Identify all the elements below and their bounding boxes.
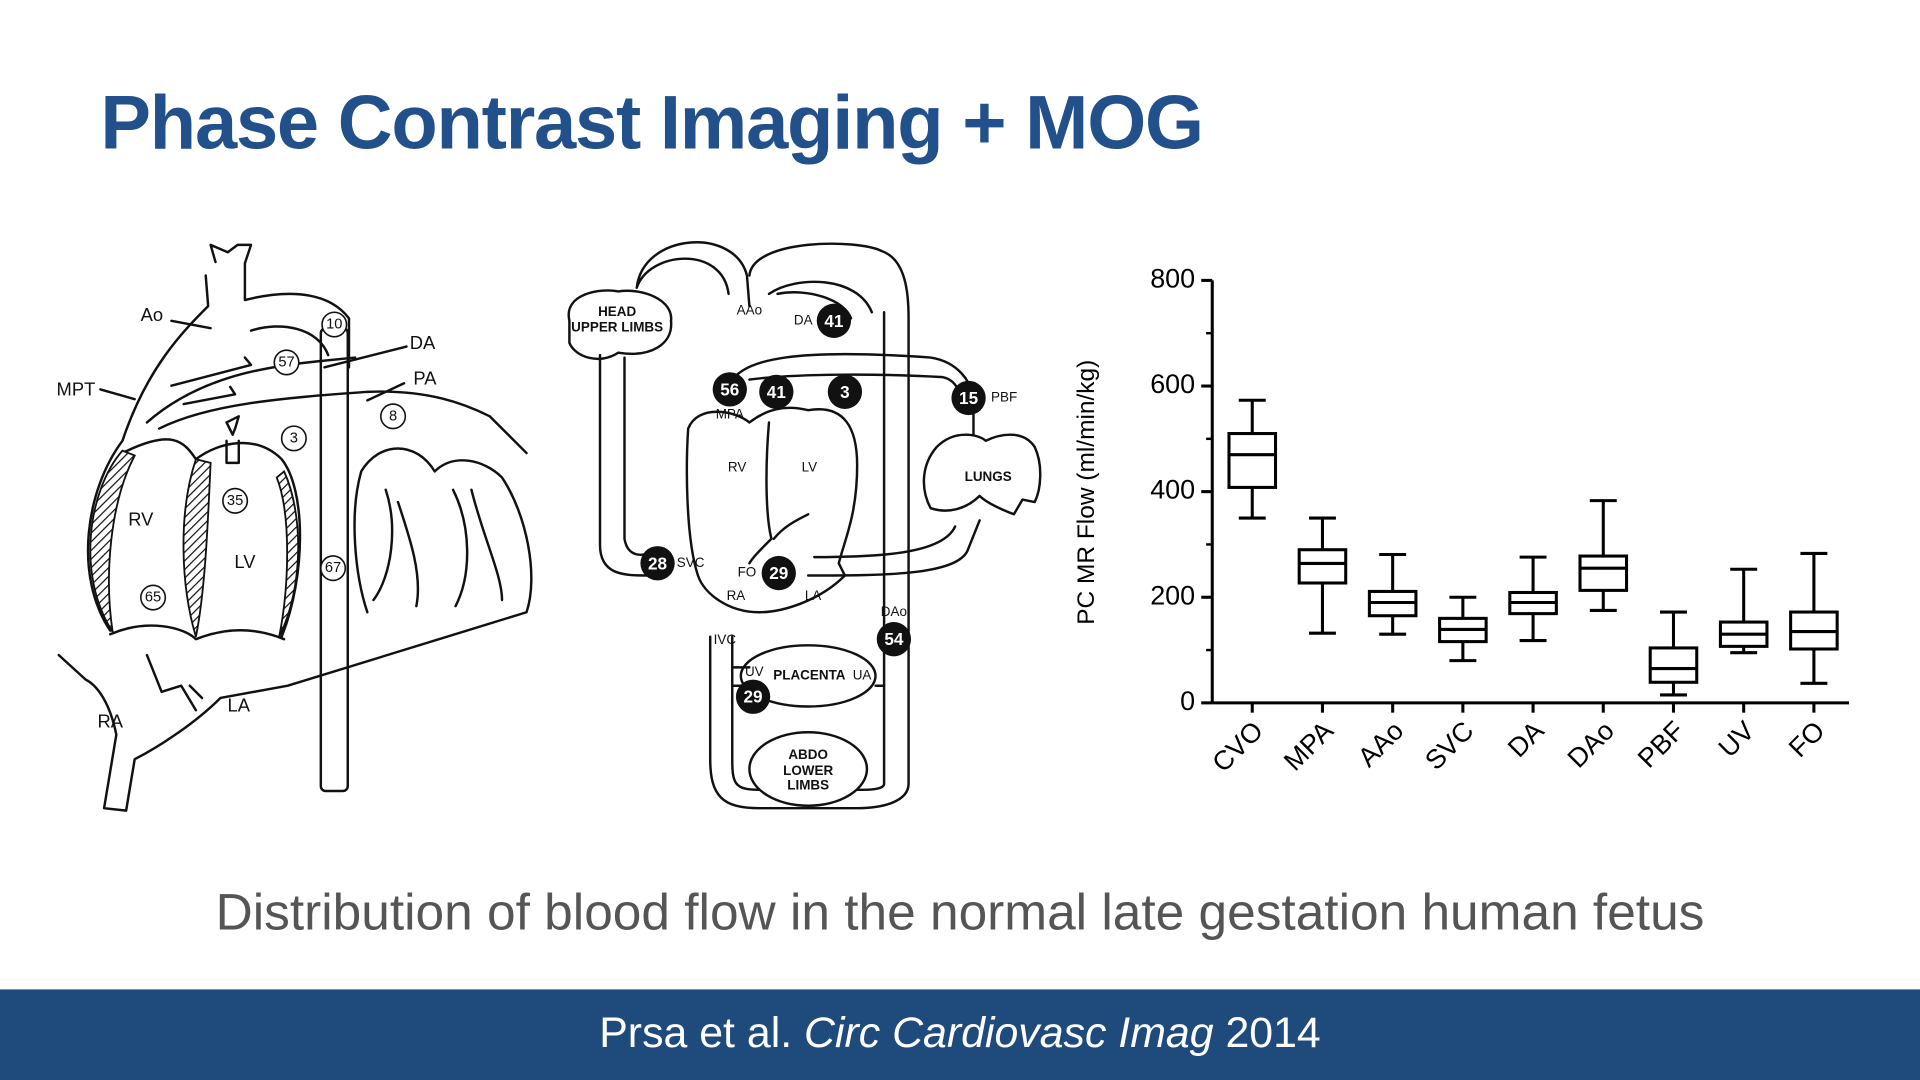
- y-tick-label: 800: [1150, 264, 1195, 294]
- flow-value: 54: [884, 629, 904, 649]
- schematic-label: MPA: [716, 407, 744, 422]
- footer-band: [0, 989, 1920, 1080]
- schematic-label: RV: [728, 459, 746, 474]
- flow-value: 41: [767, 382, 787, 402]
- citation-year: 2014: [1225, 1009, 1320, 1057]
- citation-journal: Circ Cardiovasc Imag: [804, 1009, 1214, 1057]
- schematic-label: ABDO: [788, 747, 828, 762]
- box: [1227, 432, 1278, 489]
- box: [1297, 548, 1348, 585]
- caption: Distribution of blood flow in the normal…: [216, 883, 1705, 941]
- citation-authors: Prsa et al.: [599, 1009, 792, 1057]
- schematic-label: LV: [802, 459, 817, 474]
- x-tick-label: PBF: [1632, 715, 1690, 773]
- x-tick-label: FO: [1783, 715, 1831, 763]
- flow-value: 56: [720, 379, 739, 399]
- flow-value: 57: [278, 354, 294, 370]
- y-tick-label: 600: [1150, 369, 1195, 399]
- flow-value: 10: [326, 316, 342, 332]
- slide-content: Phase Contrast Imaging + MOG Ao DA PA MP…: [0, 81, 1920, 1080]
- schematic-label: UA: [853, 667, 872, 682]
- x-tick-label: CVO: [1206, 715, 1268, 777]
- schematic-label: PBF: [991, 390, 1017, 405]
- schematic-label: AAo: [737, 303, 762, 318]
- flow-value: 8: [389, 408, 397, 424]
- flow-value: 65: [145, 590, 161, 606]
- schematic-label: LUNGS: [965, 469, 1012, 484]
- y-axis-title: PC MR Flow (ml/min/kg): [1073, 360, 1100, 625]
- y-tick-label: 400: [1150, 475, 1195, 505]
- schematic-label: UV: [745, 664, 764, 679]
- schematic-label: FO: [738, 565, 757, 580]
- anatomy-label: MPT: [57, 378, 96, 399]
- flow-value: 41: [824, 311, 844, 331]
- schematic-label: IVC: [714, 632, 737, 647]
- box-plot: PC MR Flow (ml/min/kg) 0 200 400 600 800 CVO M…: [1073, 264, 1849, 778]
- flow-value: 67: [325, 560, 341, 576]
- heart-anatomy-diagram: Ao DA PA MPT RV LV RA LA 10 57 3 8 35 65…: [57, 243, 533, 812]
- anatomy-label: DA: [410, 332, 436, 353]
- anatomy-label: LV: [234, 551, 256, 572]
- schematic-label: PLACENTA: [773, 667, 846, 682]
- x-tick-label: SVC: [1419, 715, 1479, 775]
- schematic-label: LOWER: [783, 763, 833, 778]
- schematic-label: DA: [794, 312, 813, 327]
- schematic-label: SVC: [677, 555, 705, 570]
- y-tick-label: 200: [1150, 580, 1195, 610]
- flow-value: 3: [290, 430, 298, 446]
- flow-value: 29: [769, 563, 788, 583]
- x-tick-label: AAo: [1352, 715, 1409, 772]
- anatomy-label: RA: [97, 710, 123, 731]
- x-tick-label: DA: [1502, 715, 1550, 763]
- box: [1648, 646, 1699, 684]
- y-tick-label: 0: [1180, 686, 1195, 716]
- schematic-label: LIMBS: [787, 778, 829, 793]
- anatomy-label: Ao: [141, 304, 163, 325]
- citation: Prsa et al. Circ Cardiovasc Imag 2014: [599, 1009, 1321, 1057]
- schematic-label: HEAD: [598, 304, 636, 319]
- box: [1578, 554, 1629, 592]
- x-tick-label: MPA: [1278, 715, 1339, 776]
- anatomy-label: PA: [413, 367, 437, 388]
- schematic-label: RA: [727, 588, 746, 603]
- anatomy-label: LA: [228, 694, 251, 715]
- flow-value: 35: [227, 493, 243, 509]
- flow-value: 29: [744, 687, 763, 707]
- x-tick-label: DAo: [1562, 715, 1620, 773]
- x-tick-label: UV: [1713, 715, 1761, 763]
- schematic-label: DAo: [881, 604, 907, 619]
- schematic-label: LA: [805, 588, 821, 603]
- anatomy-label: RV: [128, 508, 154, 529]
- flow-value: 28: [648, 553, 667, 573]
- flow-value: 3: [840, 382, 850, 402]
- circulation-schematic: HEAD UPPER LIMBS AAo DA PBF MPA RV LV LU…: [567, 241, 1042, 810]
- schematic-label: UPPER LIMBS: [571, 320, 663, 335]
- slide-title: Phase Contrast Imaging + MOG: [100, 81, 1202, 166]
- flow-value: 15: [959, 388, 979, 408]
